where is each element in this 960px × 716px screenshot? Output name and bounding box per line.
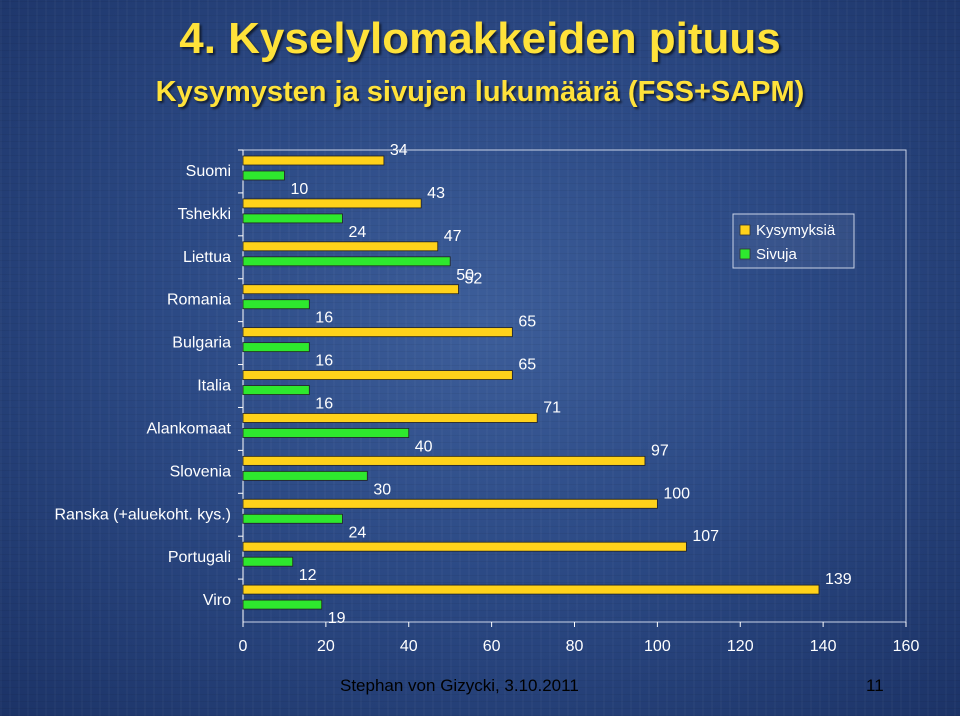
category-label: Portugali — [168, 549, 231, 566]
category-label: Alankomaat — [147, 420, 232, 437]
x-tick-label: 0 — [239, 638, 248, 655]
category-label: Tshekki — [178, 206, 231, 223]
legend-label-kysymyksia: Kysymyksiä — [756, 222, 836, 239]
bar-kysymyksia — [243, 371, 512, 380]
category-label: Viro — [203, 592, 231, 609]
bar-sivuja — [243, 257, 450, 266]
bar-sivuja — [243, 557, 293, 566]
footer-author-date: Stephan von Gizycki, 3.10.2011 — [340, 676, 579, 696]
x-tick-label: 60 — [483, 638, 501, 655]
bar-kysymyksia — [243, 242, 438, 251]
data-label-sivuja: 40 — [415, 438, 433, 455]
bar-kysymyksia — [243, 499, 657, 508]
data-label-kysymyksia: 65 — [518, 357, 536, 374]
x-tick-label: 140 — [810, 638, 837, 655]
data-label-kysymyksia: 43 — [427, 185, 445, 202]
data-label-kysymyksia: 97 — [651, 442, 669, 459]
data-label-kysymyksia: 52 — [464, 271, 482, 288]
data-label-kysymyksia: 139 — [825, 571, 852, 588]
bars-group: Suomi3410Tshekki4324Liettua4750Romania52… — [54, 142, 851, 627]
data-label-sivuja: 19 — [328, 610, 346, 627]
legend-swatch-sivuja — [740, 249, 750, 259]
bar-kysymyksia — [243, 413, 537, 422]
category-label: Suomi — [186, 163, 231, 180]
data-label-sivuja: 24 — [348, 224, 366, 241]
x-tick-label: 100 — [644, 638, 671, 655]
bar-sivuja — [243, 300, 309, 309]
x-tick-label: 160 — [893, 638, 920, 655]
x-tick-label: 120 — [727, 638, 754, 655]
category-label: Italia — [197, 378, 231, 395]
bar-sivuja — [243, 386, 309, 395]
data-label-sivuja: 16 — [315, 353, 333, 370]
category-label: Romania — [167, 292, 231, 309]
data-label-kysymyksia: 100 — [663, 485, 690, 502]
data-label-kysymyksia: 71 — [543, 399, 561, 416]
data-label-sivuja: 16 — [315, 310, 333, 327]
data-label-sivuja: 30 — [373, 481, 391, 498]
bar-sivuja — [243, 343, 309, 352]
category-label: Bulgaria — [172, 335, 231, 352]
data-label-kysymyksia: 34 — [390, 142, 408, 159]
data-label-sivuja: 10 — [290, 181, 308, 198]
bar-sivuja — [243, 214, 342, 223]
bar-kysymyksia — [243, 328, 512, 337]
legend-label-sivuja: Sivuja — [756, 246, 798, 263]
bar-kysymyksia — [243, 199, 421, 208]
data-label-sivuja: 16 — [315, 396, 333, 413]
category-label: Liettua — [183, 249, 231, 266]
bar-kysymyksia — [243, 156, 384, 165]
data-label-sivuja: 24 — [348, 524, 366, 541]
x-tick-label: 40 — [400, 638, 418, 655]
page-number: 11 — [866, 676, 884, 696]
category-label: Slovenia — [170, 463, 231, 480]
bar-sivuja — [243, 171, 284, 180]
bar-sivuja — [243, 600, 322, 609]
x-tick-label: 20 — [317, 638, 335, 655]
data-label-kysymyksia: 65 — [518, 314, 536, 331]
bar-sivuja — [243, 514, 342, 523]
bar-kysymyksia — [243, 456, 645, 465]
data-label-kysymyksia: 47 — [444, 228, 462, 245]
data-label-kysymyksia: 107 — [692, 528, 719, 545]
category-label: Ranska (+aluekoht. kys.) — [54, 506, 231, 523]
data-label-sivuja: 12 — [299, 567, 317, 584]
legend: Kysymyksiä Sivuja — [733, 214, 854, 268]
bar-kysymyksia — [243, 285, 458, 294]
bar-kysymyksia — [243, 585, 819, 594]
bar-kysymyksia — [243, 542, 686, 551]
x-tick-label: 80 — [566, 638, 584, 655]
legend-swatch-kysymyksia — [740, 225, 750, 235]
bar-sivuja — [243, 428, 409, 437]
bar-sivuja — [243, 471, 367, 480]
